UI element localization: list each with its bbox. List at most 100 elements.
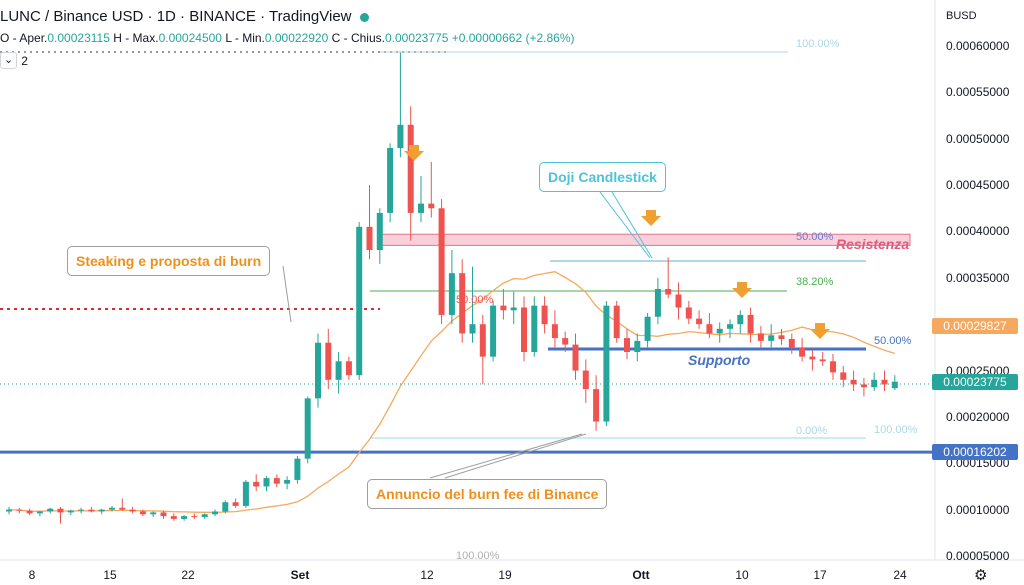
candle-body <box>500 305 507 311</box>
candle-body <box>356 226 363 376</box>
x-tick-label: 8 <box>28 568 36 582</box>
candle-body <box>201 514 208 518</box>
candle-body <box>840 372 847 380</box>
candle-body <box>366 226 373 250</box>
chart-title: LUNC / Binance USD · 1D · BINANCE · Trad… <box>0 8 369 25</box>
candle-body <box>459 273 466 334</box>
candle-body <box>541 305 548 325</box>
close-value: 0.00023775 <box>384 31 449 45</box>
candle-body <box>685 307 692 319</box>
candle-body <box>263 478 270 487</box>
low-value: 0.00022920 <box>264 31 329 45</box>
candle-body <box>284 479 291 484</box>
x-tick-label: 22 <box>181 568 195 582</box>
candle-body <box>273 478 280 484</box>
candle-body <box>376 212 383 250</box>
high-label: H - Max. <box>113 31 159 45</box>
candle-body <box>809 356 816 360</box>
candle-body <box>490 305 497 357</box>
candle-body <box>304 398 311 459</box>
candle-body <box>737 314 744 325</box>
price-badge: 0.00029827 <box>932 317 1018 334</box>
fib-label-lower-100: 100.00% <box>874 424 918 436</box>
chevron-down-icon[interactable]: ⌄ <box>0 52 18 69</box>
candle-body <box>531 305 538 352</box>
candle-body <box>727 324 733 329</box>
candle-body <box>387 148 394 213</box>
x-tick-label: 15 <box>103 568 117 582</box>
symbol-title: LUNC / Binance USD · 1D · BINANCE · Trad… <box>0 8 352 25</box>
candle-body <box>26 510 33 514</box>
x-tick-label: 17 <box>813 568 827 582</box>
candle-body <box>634 340 641 352</box>
candle-body <box>891 381 898 389</box>
candle-body <box>232 502 239 506</box>
callout-burn-pointer-2 <box>444 433 587 479</box>
x-tick-label: Set <box>290 568 310 582</box>
candle-body <box>706 324 713 334</box>
close-label: C - Chius. <box>331 31 385 45</box>
callout-burn-fee: Annuncio del burn fee di Binance <box>367 479 608 509</box>
candle-body <box>242 481 249 506</box>
down-arrow-icon <box>641 210 661 226</box>
gear-icon[interactable]: ⚙ <box>974 567 988 584</box>
candle-body <box>438 208 445 315</box>
candle-body <box>170 516 177 519</box>
candle-body <box>747 314 754 334</box>
candle-body <box>407 124 414 213</box>
candle-body <box>521 307 527 352</box>
candle-body <box>98 509 105 512</box>
down-arrow-icon <box>404 145 424 161</box>
price-badge: 0.00023775 <box>932 373 1018 390</box>
candle-body <box>418 203 424 213</box>
candle-body <box>294 458 301 480</box>
fib-label-lower-50: 50.00% <box>874 335 912 347</box>
candle-body <box>222 502 229 512</box>
down-arrow-icon <box>732 282 752 298</box>
x-tick-label: 24 <box>893 568 907 582</box>
down-arrow-icon <box>810 323 830 339</box>
candle-body <box>696 318 703 325</box>
candle-body <box>119 507 126 510</box>
fib-label-right-50: 50.00% <box>796 231 834 243</box>
indicator-toggle[interactable]: ⌄ 2 <box>0 52 28 69</box>
candle-body <box>67 510 74 513</box>
candle-body <box>562 338 569 345</box>
candle-body <box>212 511 218 515</box>
candle-body <box>860 384 867 388</box>
fib-label-zero: 0.00% <box>796 425 828 437</box>
candle-body <box>850 379 857 385</box>
callout-staking-pointer <box>282 265 292 323</box>
candle-body <box>57 508 64 513</box>
y-tick-label: 0.00035000 <box>946 270 1010 285</box>
candle-body <box>582 370 589 390</box>
change-value: +0.00000662 (+2.86%) <box>451 31 575 45</box>
candle-body <box>191 516 198 518</box>
candle-body <box>768 335 775 341</box>
x-tick-label: 19 <box>498 568 512 582</box>
y-tick-label: 0.00040000 <box>946 224 1010 239</box>
fib-label-right-38: 38.20% <box>796 276 834 288</box>
candle-body <box>428 203 435 209</box>
candle-body <box>253 481 260 487</box>
high-value: 0.00024500 <box>158 31 222 45</box>
candle-body <box>665 288 672 295</box>
x-tick-label: Ott <box>632 568 650 582</box>
price-badge: 0.00016202 <box>932 444 1018 461</box>
candle-body <box>139 511 146 515</box>
y-tick-label: 0.00055000 <box>946 85 1010 100</box>
candle-body <box>345 361 352 376</box>
y-tick-label: 0.00045000 <box>946 178 1010 193</box>
y-tick-label: 0.00060000 <box>946 39 1010 53</box>
candle-body <box>654 288 661 317</box>
candle-body <box>479 324 486 357</box>
candle-body <box>778 335 785 340</box>
fib-label-bottom-100: 100.00% <box>456 550 500 562</box>
candle-body <box>315 342 321 399</box>
candle-body <box>78 509 85 511</box>
candle-body <box>510 307 517 311</box>
candle-body <box>716 328 723 334</box>
callout-doji-pointer <box>599 191 651 259</box>
